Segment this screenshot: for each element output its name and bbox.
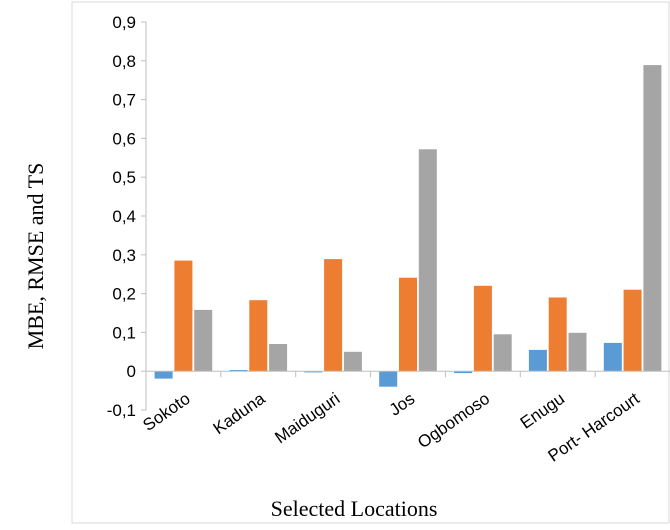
chart-frame xyxy=(71,1,670,524)
bar-series3-6 xyxy=(643,65,662,372)
bar-series3-5 xyxy=(568,332,587,372)
y-tick-label: 0,1 xyxy=(112,323,136,342)
bar-series3-0 xyxy=(194,309,213,372)
bar-series2-2 xyxy=(324,259,343,372)
bars-group xyxy=(154,65,662,387)
y-tick-label: 0,9 xyxy=(112,13,136,32)
x-tick-label: Jos xyxy=(386,389,419,420)
y-tick-label: 0,8 xyxy=(112,52,136,71)
bar-series2-6 xyxy=(623,289,642,372)
y-ticks-group: 0,9 0,8 0,7 0,6 0,5 0,4 0,3 0,2 0,1 0 -0,1 xyxy=(107,13,146,420)
x-axis-label: Selected Locations xyxy=(271,496,438,521)
bar-series1-4 xyxy=(454,371,473,374)
y-tick-label: 0,3 xyxy=(112,246,136,265)
y-tick-label: 0,7 xyxy=(112,91,136,110)
bar-series1-0 xyxy=(154,371,173,379)
bar-series2-3 xyxy=(399,277,417,372)
bar-series3-2 xyxy=(343,351,362,372)
bar-series1-6 xyxy=(603,342,622,372)
bar-series1-5 xyxy=(528,349,547,372)
bar-series1-2 xyxy=(304,371,323,373)
y-tick-label: -0,1 xyxy=(107,401,136,420)
x-tick-label: Kaduna xyxy=(210,389,269,438)
x-tick-label: Enugu xyxy=(517,389,568,433)
bar-series2-1 xyxy=(249,300,268,372)
x-tick-label: Maiduguri xyxy=(271,389,343,447)
bar-series1-1 xyxy=(229,370,248,372)
y-tick-label: 0,4 xyxy=(112,207,136,226)
y-tick-label: 0,5 xyxy=(112,168,136,187)
bar-series1-3 xyxy=(379,371,398,387)
y-tick-label: 0,6 xyxy=(112,129,136,148)
x-tick-label: Ogbomoso xyxy=(414,389,493,452)
bar-series2-4 xyxy=(473,285,492,372)
y-axis-label: MBE, RMSE and TS xyxy=(23,163,48,350)
bar-series2-0 xyxy=(174,260,193,372)
bar-series3-1 xyxy=(269,344,288,372)
y-tick-label: 0,2 xyxy=(112,285,136,304)
bar-series2-5 xyxy=(548,297,567,372)
x-tick-label: Sokoto xyxy=(139,389,193,435)
bar-series3-3 xyxy=(418,149,437,372)
bar-series3-4 xyxy=(493,334,512,372)
y-tick-label: 0 xyxy=(127,362,136,381)
